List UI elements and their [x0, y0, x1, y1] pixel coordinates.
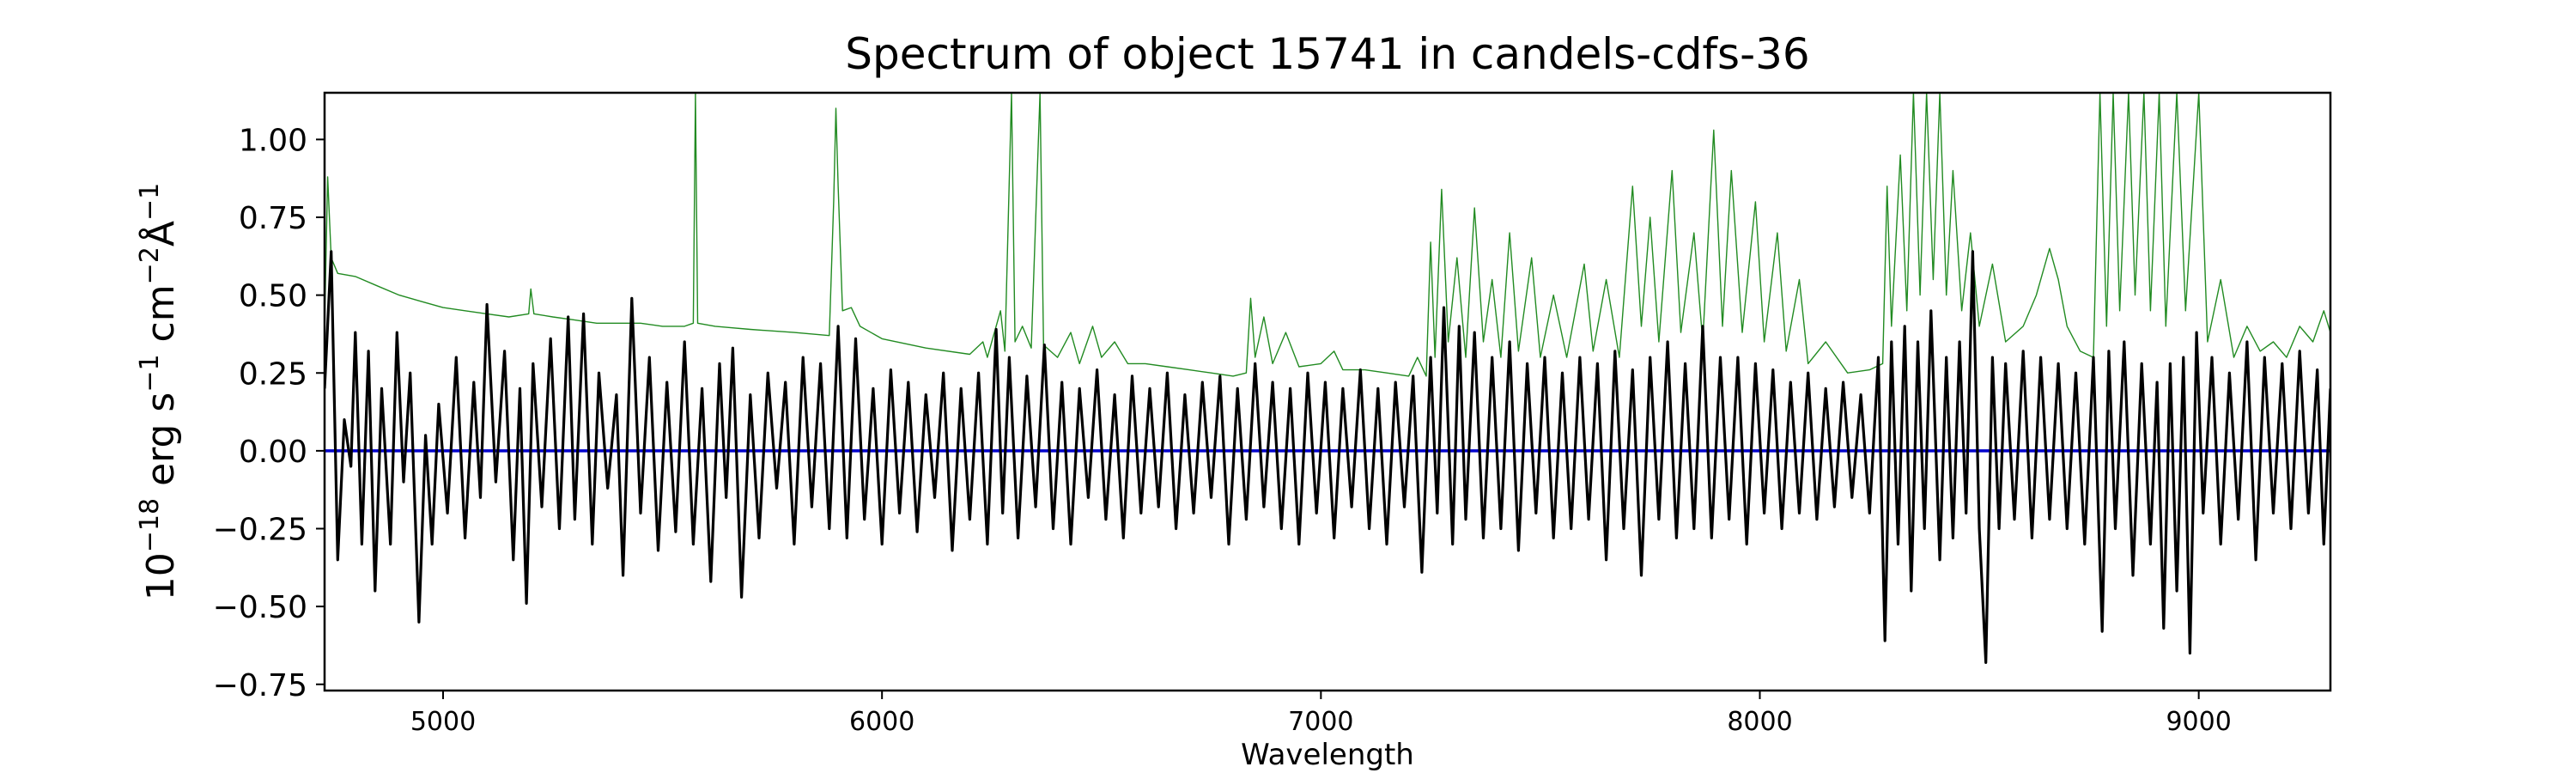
y-axis: −0.75 −0.50 −0.25 0.00 0.25 0.50 0.75 1.00: [213, 123, 325, 703]
x-axis-label: Wavelength: [1241, 738, 1414, 772]
flux-series-line: [325, 250, 2330, 664]
x-tick-label: 6000: [849, 707, 914, 737]
y-tick-label: 0.50: [239, 279, 307, 314]
x-tick-label: 9000: [2166, 707, 2231, 737]
series-layer: [325, 93, 2330, 664]
y-tick-label: 0.25: [239, 356, 307, 392]
x-tick-label: 8000: [1727, 707, 1792, 737]
chart-title: Spectrum of object 15741 in candels-cdfs…: [845, 29, 1810, 79]
y-label-prefix: 10: [139, 552, 183, 600]
y-label-erg: erg s: [139, 393, 183, 486]
y-label-prefix-exp: −18: [135, 498, 165, 552]
x-tick-label: 5000: [410, 707, 476, 737]
y-label-cm: cm: [139, 284, 183, 342]
y-label-s-exp: −1: [135, 354, 165, 392]
y-tick-label: 0.00: [239, 435, 307, 470]
y-tick-label: −0.25: [213, 513, 307, 548]
y-tick-label: −0.50: [213, 590, 307, 625]
y-label-ang-exp: −1: [135, 183, 165, 221]
x-tick-label: 7000: [1288, 707, 1353, 737]
y-tick-label: 0.75: [239, 201, 307, 236]
x-axis: 5000 6000 7000 8000 9000: [410, 691, 2232, 737]
error-series-line: [325, 93, 2330, 377]
y-axis-label: 10−18 erg s−1 cm−2Å−1: [135, 183, 183, 600]
plot-frame: [323, 91, 2332, 692]
y-tick-label: −0.75: [213, 668, 307, 703]
y-label-ang: Å: [137, 221, 183, 247]
y-tick-label: 1.00: [239, 123, 307, 158]
y-label-cm-exp: −2: [135, 247, 165, 284]
